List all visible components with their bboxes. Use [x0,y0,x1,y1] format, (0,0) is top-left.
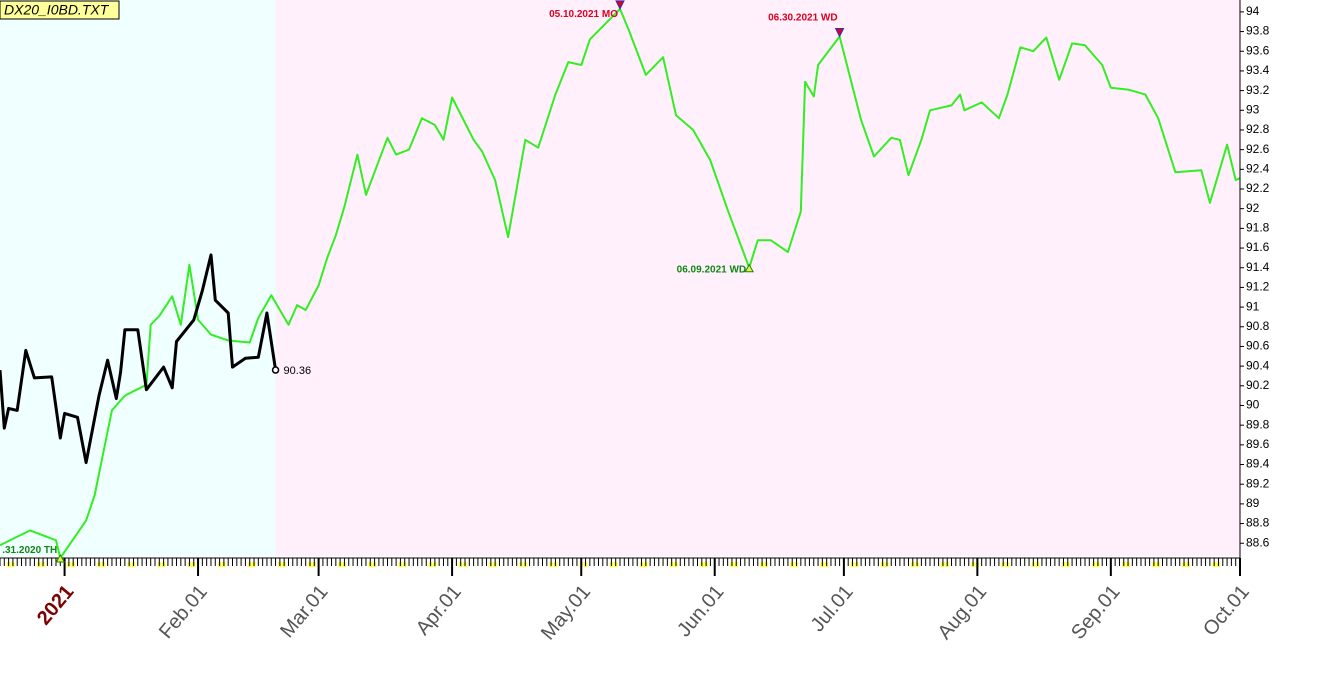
y-tick-label: 92.4 [1246,161,1270,175]
data-line [0,253,278,465]
y-tick-label: 90.8 [1246,319,1270,333]
annotation-label: .31.2020 TH [2,545,57,556]
end-marker [271,366,280,374]
y-tick-label: 90.4 [1246,358,1270,372]
y-tick-label: 92.2 [1246,181,1270,195]
chart-title: DX20_I0BD.TXT [4,2,110,18]
background [0,0,1241,567]
y-tick-label: 93.8 [1246,24,1270,38]
shaded-region [275,0,1240,556]
x-tick-label: Sep.01 [1067,581,1125,644]
x-tick-label: Oct.01 [1199,581,1254,640]
annotation-marker [834,27,845,38]
x-tick-label: May.01 [537,581,595,644]
y-tick-label: 90.2 [1246,378,1270,392]
y-tick-label: 90 [1246,398,1260,412]
y-tick-label: 94 [1246,4,1260,18]
end-label: 90.36 [284,365,312,377]
x-tick-label: Jul.01 [807,581,858,636]
y-tick-label: 92.6 [1246,142,1270,156]
y-tick-label: 91.4 [1246,260,1270,274]
annotation-label: 05.10.2021 MO [549,9,618,20]
y-tick-label: 91.6 [1246,240,1270,254]
y-tick-label: 90.6 [1246,339,1270,353]
y-tick-label: 92.8 [1246,122,1270,136]
y-tick-label: 88.8 [1246,516,1270,530]
x-tick-label: Aug.01 [934,581,992,644]
y-tick-label: 93.2 [1246,83,1270,97]
annotation-marker [55,553,66,563]
y-tick-label: 92 [1246,201,1260,215]
y-tick-label: 91.2 [1246,280,1270,294]
y-tick-label: 91 [1246,299,1260,313]
y-tick-label: 89.8 [1246,417,1270,431]
annotation-marker [615,0,625,11]
y-tick-label: 89.4 [1246,457,1270,471]
x-tick-label: Feb.01 [155,581,212,643]
annotation-label: 06.09.2021 WD [677,265,747,276]
y-tick-label: 91.8 [1246,221,1270,235]
annotation-marker [744,263,755,273]
y-tick-label: 88.6 [1246,535,1270,549]
annotation-label: 06.30.2021 WD [768,12,838,23]
x-tick-label: Apr.01 [412,581,466,639]
y-tick-label: 93.6 [1246,43,1270,57]
title-box [0,0,120,20]
y-tick-label: 89 [1246,496,1260,510]
y-tick-label: 89.6 [1246,437,1270,451]
x-tick-label: Jun.01 [673,581,728,641]
shaded-region [0,0,276,556]
y-tick-label: 93 [1246,102,1260,116]
y-tick-label: 89.2 [1246,476,1270,490]
x-tick-label: 2021 [33,581,78,629]
y-tick-label: 93.4 [1246,63,1270,77]
x-tick-label: Mar.01 [276,581,332,642]
